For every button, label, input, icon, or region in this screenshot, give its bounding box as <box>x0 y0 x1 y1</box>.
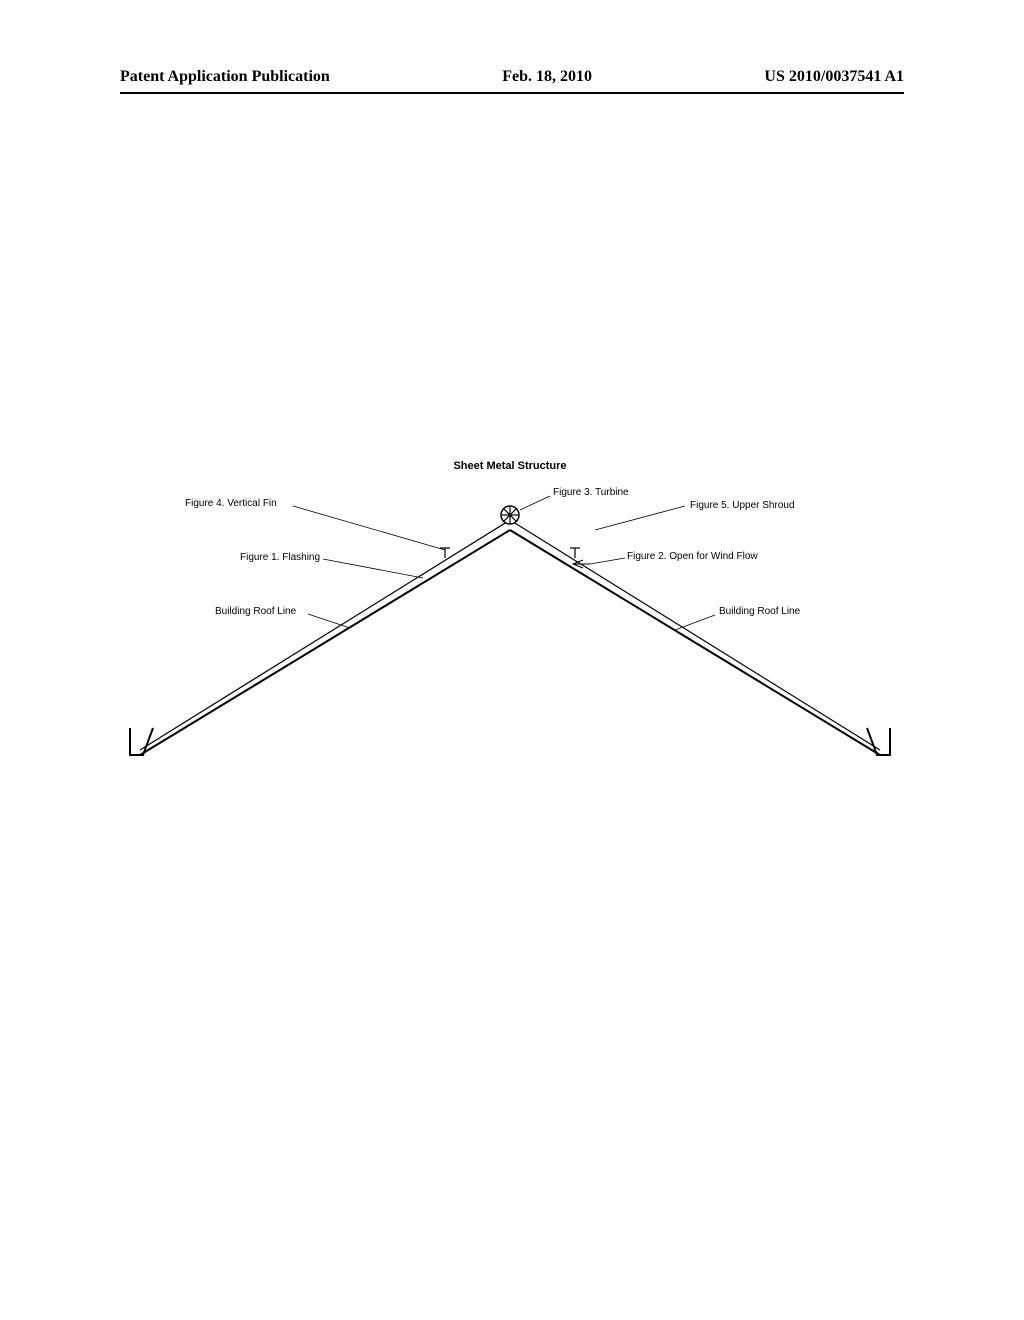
header-center: Feb. 18, 2010 <box>502 68 592 86</box>
page-header: Patent Application Publication Feb. 18, … <box>0 68 1024 86</box>
header-rule <box>120 92 904 94</box>
label-fig3: Figure 3. Turbine <box>553 487 629 498</box>
label-fig1: Figure 1. Flashing <box>240 552 320 563</box>
label-roof-right: Building Roof Line <box>719 606 800 617</box>
label-fig5: Figure 5. Upper Shroud <box>690 500 795 511</box>
header-left: Patent Application Publication <box>120 68 330 86</box>
label-roof-left: Building Roof Line <box>215 606 296 617</box>
label-fig4: Figure 4. Vertical Fin <box>185 498 277 509</box>
diagram-container: Sheet Metal Structure <box>125 460 895 780</box>
header-right: US 2010/0037541 A1 <box>764 68 904 86</box>
label-fig2: Figure 2. Open for Wind Flow <box>627 551 758 562</box>
